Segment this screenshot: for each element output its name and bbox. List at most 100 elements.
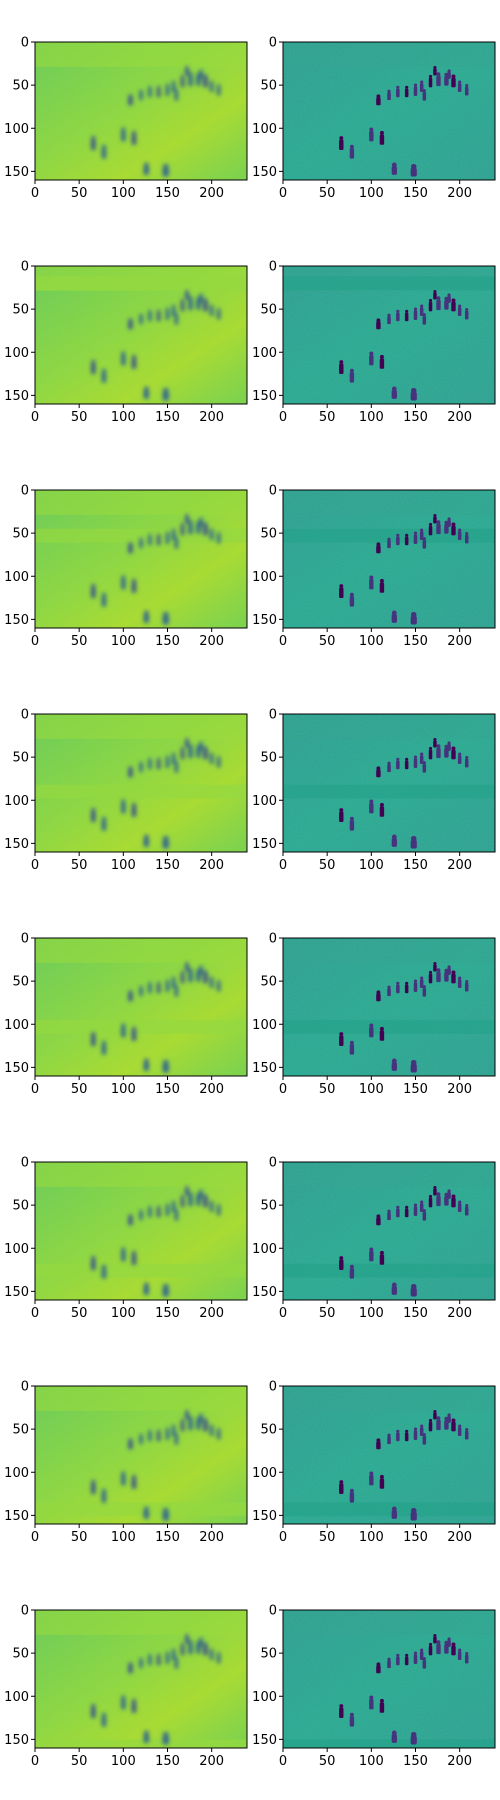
y-tick-label: 50 [260, 527, 277, 542]
image-panel: 0 50 100 150 200 0 50 100 150 [4, 260, 247, 426]
image-panel: 0 50 100 150 200 0 50 100 150 [4, 1604, 247, 1770]
texture-noise [283, 490, 495, 628]
image-panel: 0 50 100 150 200 0 50 100 150 [4, 1156, 247, 1322]
x-tick-label: 150 [155, 1306, 180, 1321]
x-tick-label: 150 [403, 634, 428, 649]
band-artefact [35, 1264, 247, 1278]
y-tick-label: 0 [21, 708, 29, 723]
image-panel: 0 50 100 150 200 0 50 100 150 [252, 260, 495, 426]
x-tick-label: 200 [447, 186, 472, 201]
x-tick-label: 50 [71, 1082, 88, 1097]
y-tick-label: 100 [4, 1466, 29, 1481]
y-tick-label: 100 [4, 1018, 29, 1033]
y-tick-label: 150 [252, 1509, 277, 1524]
x-tick-label: 100 [359, 1530, 384, 1545]
y-tick-label: 150 [4, 1733, 29, 1748]
x-tick-label: 100 [111, 634, 136, 649]
x-tick-label: 150 [155, 1754, 180, 1769]
texture-noise [283, 1610, 495, 1748]
y-tick-label: 50 [260, 79, 277, 94]
y-tick-label: 50 [12, 1647, 29, 1662]
y-tick-label: 0 [269, 932, 277, 947]
band-artefact [283, 1020, 495, 1034]
y-tick-label: 150 [252, 1061, 277, 1076]
image-panel: 0 50 100 150 200 0 50 100 150 [252, 484, 495, 650]
x-tick-label: 100 [359, 1754, 384, 1769]
y-tick-label: 150 [4, 1285, 29, 1300]
x-tick-label: 150 [403, 410, 428, 425]
x-tick-label: 0 [279, 1306, 287, 1321]
band-artefact [35, 1502, 247, 1516]
x-tick-label: 50 [319, 634, 336, 649]
x-tick-label: 0 [31, 634, 39, 649]
x-tick-label: 150 [155, 1530, 180, 1545]
x-tick-label: 200 [199, 1754, 224, 1769]
image-panel: 0 50 100 150 200 0 50 100 150 [4, 932, 247, 1098]
band-artefact [35, 785, 247, 799]
x-tick-label: 50 [319, 1754, 336, 1769]
y-tick-label: 100 [252, 794, 277, 809]
x-tick-label: 100 [111, 1306, 136, 1321]
y-tick-label: 0 [21, 1380, 29, 1395]
x-tick-label: 150 [403, 1530, 428, 1545]
y-tick-label: 0 [269, 708, 277, 723]
x-tick-label: 200 [447, 1082, 472, 1097]
texture-noise [283, 714, 495, 852]
x-tick-label: 200 [447, 410, 472, 425]
y-tick-label: 50 [260, 303, 277, 318]
y-tick-label: 0 [21, 1604, 29, 1619]
image-panel: 0 50 100 150 200 0 50 100 150 [252, 1156, 495, 1322]
x-tick-label: 150 [155, 1082, 180, 1097]
y-tick-label: 0 [21, 932, 29, 947]
x-tick-label: 200 [447, 1306, 472, 1321]
y-tick-label: 50 [12, 751, 29, 766]
x-tick-label: 0 [31, 1754, 39, 1769]
y-tick-label: 0 [21, 484, 29, 499]
y-tick-label: 150 [4, 613, 29, 628]
y-tick-label: 50 [260, 1423, 277, 1438]
x-tick-label: 200 [199, 186, 224, 201]
y-tick-label: 50 [260, 1647, 277, 1662]
image-panel: 0 50 100 150 200 0 50 100 150 [252, 1380, 495, 1546]
sky-band [35, 1610, 247, 1635]
x-tick-label: 100 [359, 634, 384, 649]
y-tick-label: 100 [4, 1242, 29, 1257]
y-tick-label: 50 [12, 79, 29, 94]
y-tick-label: 150 [252, 389, 277, 404]
x-tick-label: 150 [403, 1306, 428, 1321]
y-tick-label: 50 [12, 975, 29, 990]
x-tick-label: 150 [403, 858, 428, 873]
y-tick-label: 150 [4, 165, 29, 180]
y-tick-label: 100 [252, 1466, 277, 1481]
y-tick-label: 150 [252, 613, 277, 628]
x-tick-label: 50 [71, 186, 88, 201]
band-artefact [35, 1020, 247, 1034]
x-tick-label: 200 [199, 858, 224, 873]
x-tick-label: 0 [31, 410, 39, 425]
image-panel: 0 50 100 150 200 0 50 100 150 [252, 932, 495, 1098]
x-tick-label: 0 [31, 186, 39, 201]
band-artefact [35, 276, 247, 290]
band-artefact [283, 1264, 495, 1278]
x-tick-label: 50 [71, 410, 88, 425]
x-tick-label: 0 [31, 1082, 39, 1097]
x-tick-label: 0 [279, 1530, 287, 1545]
x-tick-label: 0 [31, 858, 39, 873]
y-tick-label: 100 [252, 1690, 277, 1705]
x-tick-label: 50 [319, 186, 336, 201]
x-tick-label: 50 [319, 858, 336, 873]
x-tick-label: 100 [359, 1306, 384, 1321]
y-tick-label: 50 [260, 975, 277, 990]
x-tick-label: 200 [199, 1306, 224, 1321]
band-artefact [283, 1739, 495, 1753]
texture-noise [283, 1162, 495, 1300]
x-tick-label: 100 [111, 1754, 136, 1769]
y-tick-label: 150 [4, 1509, 29, 1524]
x-tick-label: 150 [155, 410, 180, 425]
image-panel: 0 50 100 150 200 0 50 100 150 [4, 1380, 247, 1546]
band-artefact [283, 276, 495, 290]
y-tick-label: 100 [4, 570, 29, 585]
x-tick-label: 0 [279, 410, 287, 425]
sky-band [35, 1162, 247, 1187]
